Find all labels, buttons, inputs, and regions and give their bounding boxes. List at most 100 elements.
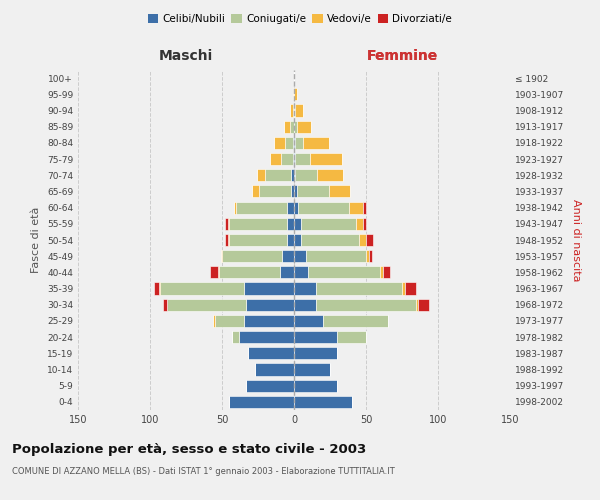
- Bar: [232, 331, 239, 343]
- Bar: [302, 137, 329, 149]
- Y-axis label: Anni di nascita: Anni di nascita: [571, 198, 581, 281]
- Bar: [228, 218, 229, 230]
- Bar: [252, 186, 259, 198]
- Bar: [167, 298, 247, 311]
- Bar: [297, 186, 329, 198]
- Bar: [402, 282, 405, 294]
- Text: Popolazione per età, sesso e stato civile - 2003: Popolazione per età, sesso e stato civil…: [12, 442, 366, 456]
- Bar: [298, 202, 349, 213]
- Bar: [281, 153, 293, 165]
- Bar: [283, 250, 294, 262]
- Bar: [291, 169, 294, 181]
- Bar: [294, 104, 295, 117]
- Bar: [247, 298, 294, 311]
- Bar: [287, 218, 294, 230]
- Bar: [154, 282, 158, 294]
- Bar: [294, 348, 337, 360]
- Bar: [301, 218, 356, 230]
- Bar: [363, 202, 366, 213]
- Text: Maschi: Maschi: [159, 49, 213, 63]
- Bar: [295, 104, 302, 117]
- Bar: [290, 104, 293, 117]
- Bar: [294, 250, 305, 262]
- Bar: [366, 250, 369, 262]
- Bar: [291, 186, 294, 198]
- Bar: [287, 234, 294, 246]
- Bar: [356, 218, 363, 230]
- Bar: [294, 186, 297, 198]
- Bar: [301, 234, 359, 246]
- Bar: [293, 88, 294, 101]
- Bar: [158, 282, 160, 294]
- Bar: [293, 137, 294, 149]
- Bar: [383, 266, 391, 278]
- Bar: [294, 266, 308, 278]
- Bar: [290, 120, 294, 132]
- Bar: [363, 218, 366, 230]
- Bar: [305, 250, 366, 262]
- Bar: [211, 266, 218, 278]
- Bar: [349, 202, 363, 213]
- Bar: [317, 169, 343, 181]
- Bar: [337, 331, 366, 343]
- Bar: [308, 266, 380, 278]
- Bar: [294, 396, 352, 408]
- Bar: [294, 380, 337, 392]
- Bar: [233, 202, 236, 213]
- Bar: [229, 396, 294, 408]
- Bar: [160, 282, 244, 294]
- Bar: [294, 234, 301, 246]
- Bar: [294, 315, 323, 327]
- Y-axis label: Fasce di età: Fasce di età: [31, 207, 41, 273]
- Bar: [219, 266, 280, 278]
- Bar: [293, 153, 294, 165]
- Bar: [163, 298, 167, 311]
- Bar: [236, 202, 287, 213]
- Bar: [294, 364, 330, 376]
- Bar: [294, 120, 297, 132]
- Bar: [294, 88, 297, 101]
- Bar: [280, 266, 294, 278]
- Bar: [225, 234, 228, 246]
- Bar: [225, 218, 228, 230]
- Bar: [369, 250, 372, 262]
- Bar: [316, 298, 416, 311]
- Bar: [294, 153, 295, 165]
- Bar: [329, 186, 350, 198]
- Bar: [294, 282, 316, 294]
- Bar: [380, 266, 383, 278]
- Bar: [255, 364, 294, 376]
- Bar: [222, 250, 283, 262]
- Bar: [286, 137, 293, 149]
- Bar: [239, 331, 294, 343]
- Bar: [215, 315, 244, 327]
- Bar: [244, 315, 294, 327]
- Bar: [284, 120, 290, 132]
- Bar: [359, 234, 366, 246]
- Bar: [247, 380, 294, 392]
- Bar: [221, 250, 222, 262]
- Bar: [418, 298, 430, 311]
- Legend: Celibi/Nubili, Coniugati/e, Vedovi/e, Divorziati/e: Celibi/Nubili, Coniugati/e, Vedovi/e, Di…: [143, 10, 457, 29]
- Bar: [294, 169, 295, 181]
- Bar: [295, 137, 302, 149]
- Bar: [265, 169, 291, 181]
- Bar: [366, 234, 373, 246]
- Bar: [228, 234, 229, 246]
- Bar: [316, 282, 402, 294]
- Bar: [214, 315, 215, 327]
- Bar: [259, 186, 291, 198]
- Bar: [274, 137, 286, 149]
- Text: COMUNE DI AZZANO MELLA (BS) - Dati ISTAT 1° gennaio 2003 - Elaborazione TUTTITAL: COMUNE DI AZZANO MELLA (BS) - Dati ISTAT…: [12, 468, 395, 476]
- Bar: [218, 266, 219, 278]
- Bar: [294, 202, 298, 213]
- Bar: [310, 153, 341, 165]
- Bar: [244, 282, 294, 294]
- Bar: [323, 315, 388, 327]
- Bar: [294, 218, 301, 230]
- Bar: [405, 282, 416, 294]
- Bar: [257, 169, 265, 181]
- Text: Femmine: Femmine: [367, 49, 437, 63]
- Bar: [248, 348, 294, 360]
- Bar: [287, 202, 294, 213]
